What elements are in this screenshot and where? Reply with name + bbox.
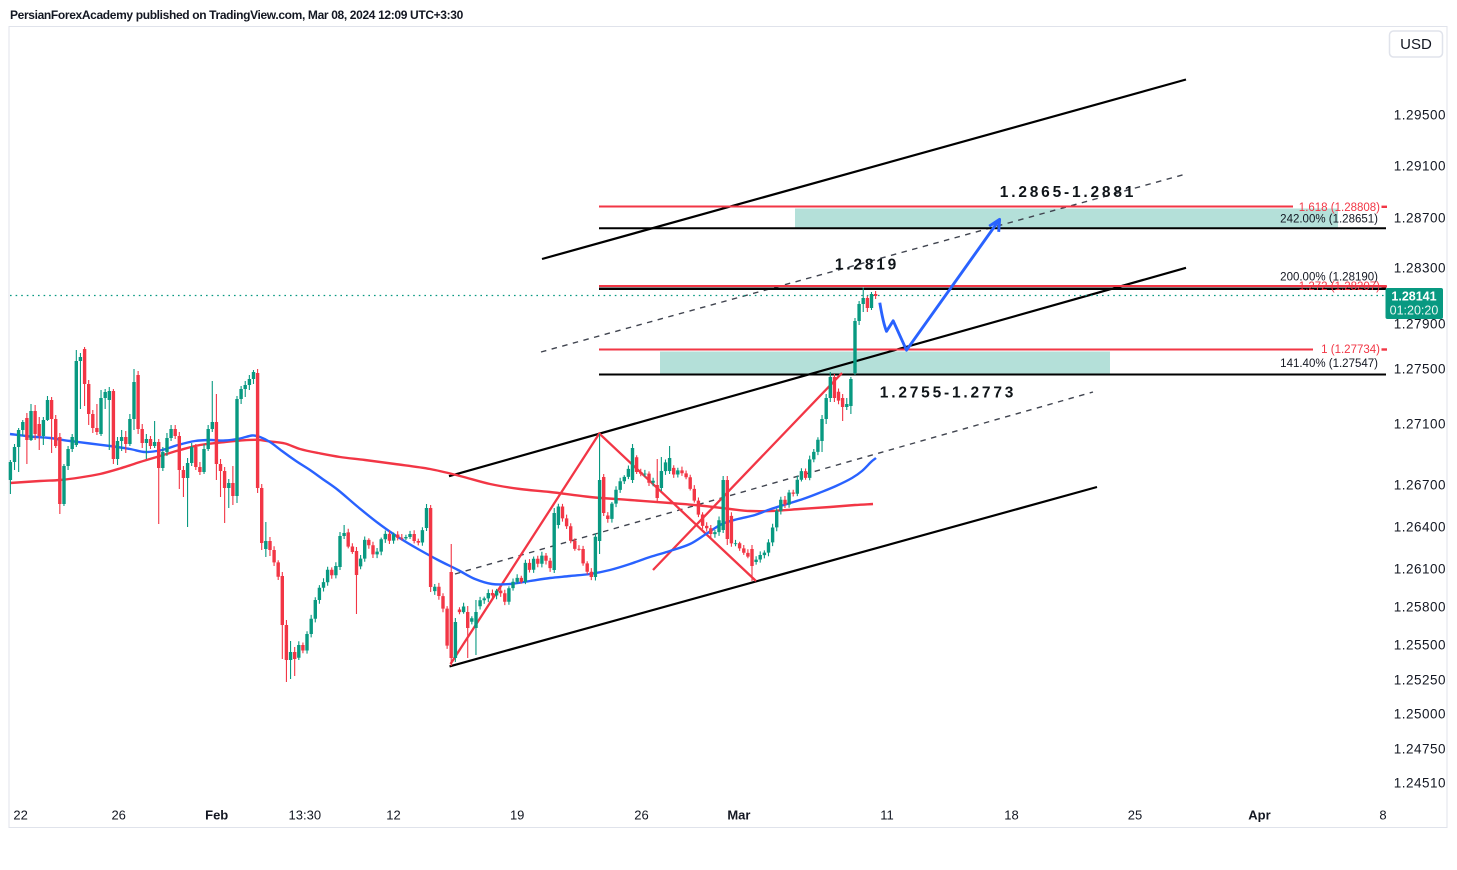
svg-text:1.29100: 1.29100 <box>1394 159 1446 174</box>
svg-text:8: 8 <box>1379 808 1386 823</box>
svg-text:1.25250: 1.25250 <box>1394 673 1446 688</box>
svg-text:1.2755-1.2773: 1.2755-1.2773 <box>880 385 1016 402</box>
svg-text:1.26100: 1.26100 <box>1394 562 1446 577</box>
svg-text:1.25000: 1.25000 <box>1394 707 1446 722</box>
svg-text:1.28300: 1.28300 <box>1394 261 1446 276</box>
svg-text:1.27100: 1.27100 <box>1394 417 1446 432</box>
svg-text:1.27500: 1.27500 <box>1394 362 1446 377</box>
svg-text:1.2819: 1.2819 <box>835 257 899 274</box>
svg-text:13:30: 13:30 <box>289 808 322 823</box>
svg-text:USD: USD <box>1400 36 1432 53</box>
svg-text:22: 22 <box>13 808 27 823</box>
svg-text:1.26400: 1.26400 <box>1394 520 1446 535</box>
svg-text:26: 26 <box>634 808 648 823</box>
svg-text:PersianForexAcademy published: PersianForexAcademy published on Trading… <box>10 8 464 22</box>
svg-text:1.28141: 1.28141 <box>1391 290 1436 304</box>
svg-text:01:20:20: 01:20:20 <box>1390 304 1439 318</box>
svg-text:11: 11 <box>880 808 894 823</box>
svg-text:242.00% (1.28651): 242.00% (1.28651) <box>1280 214 1378 226</box>
svg-text:200.00% (1.28190): 200.00% (1.28190) <box>1280 272 1378 284</box>
svg-text:25: 25 <box>1128 808 1142 823</box>
svg-text:1.24750: 1.24750 <box>1394 742 1446 757</box>
svg-text:1 (1.27734): 1 (1.27734) <box>1321 344 1380 356</box>
svg-text:1.618 (1.28808): 1.618 (1.28808) <box>1299 202 1380 214</box>
svg-text:19: 19 <box>510 808 524 823</box>
svg-text:1.272 (1.28207): 1.272 (1.28207) <box>1299 281 1380 293</box>
svg-text:12: 12 <box>386 808 400 823</box>
svg-text:26: 26 <box>111 808 125 823</box>
svg-text:Apr: Apr <box>1248 808 1270 823</box>
svg-text:Mar: Mar <box>727 808 750 823</box>
svg-text:141.40% (1.27547): 141.40% (1.27547) <box>1280 358 1378 370</box>
svg-text:1.27900: 1.27900 <box>1394 317 1446 332</box>
svg-text:1.29500: 1.29500 <box>1394 108 1446 123</box>
svg-text:1.25800: 1.25800 <box>1394 600 1446 615</box>
svg-text:1.25500: 1.25500 <box>1394 638 1446 653</box>
svg-text:18: 18 <box>1004 808 1018 823</box>
svg-text:Feb: Feb <box>205 808 228 823</box>
svg-text:1.28700: 1.28700 <box>1394 211 1446 226</box>
svg-text:1.24510: 1.24510 <box>1394 776 1446 791</box>
svg-text:1.26700: 1.26700 <box>1394 478 1446 493</box>
svg-text:1.2865-1.2881: 1.2865-1.2881 <box>1000 184 1136 201</box>
